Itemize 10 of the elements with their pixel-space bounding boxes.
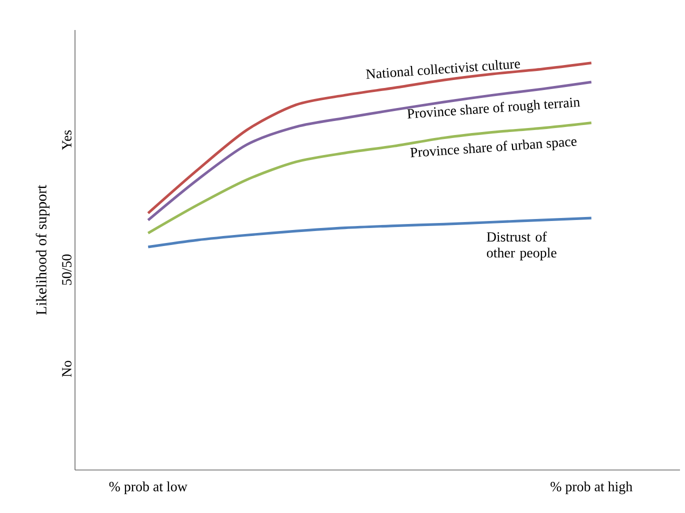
y-axis-title: Likelihood of support: [36, 184, 50, 315]
text: 50/50: [62, 254, 72, 285]
series-label: Province share of rough terrain: [407, 98, 580, 118]
text: Yes: [62, 130, 72, 150]
series-label: Province share of urban space: [410, 139, 577, 158]
x-tick-label: % prob at low: [109, 482, 188, 494]
series-label: Distrust of other people: [486, 232, 556, 260]
text: No: [62, 360, 72, 377]
series-label: National collectivist culture: [366, 60, 520, 79]
x-tick-label: % prob at high: [550, 482, 632, 494]
